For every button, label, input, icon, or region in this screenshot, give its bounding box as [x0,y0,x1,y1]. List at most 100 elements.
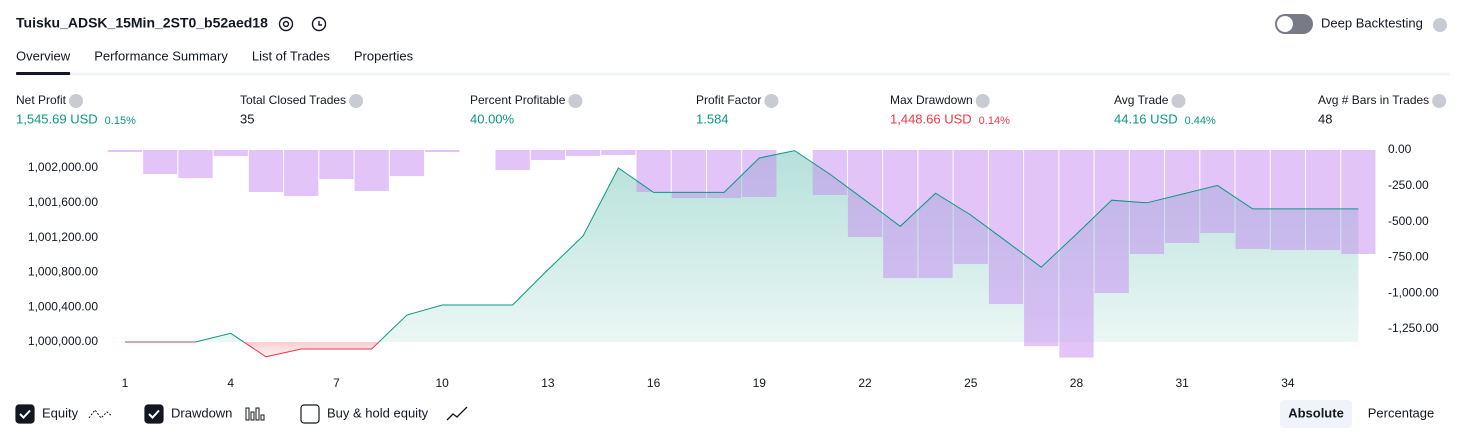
deep-backtesting-toggle[interactable] [1275,14,1313,34]
alert-icon[interactable] [311,16,327,32]
x-tick-label: 16 [647,376,661,390]
drawdown-bar [530,150,566,161]
buy-hold-legend-icon [446,406,468,421]
y-tick-label: 1,001,200.00 [28,230,98,244]
checkbox[interactable] [15,404,35,424]
tab[interactable]: Performance Summary [94,48,228,63]
y-tick-label: 1,000,400.00 [28,299,98,313]
y-tick-label: 1,001,600.00 [28,195,98,209]
equity-toggle[interactable] [15,404,35,424]
y2-tick-label: -750.00 [1388,250,1429,264]
stat-label: Max Drawdown [890,93,973,107]
scale-mode[interactable]: Percentage [1368,405,1435,420]
stat-label: Avg # Bars in Trades [1318,93,1429,107]
x-tick-label: 25 [964,376,978,390]
tab[interactable]: List of Trades [252,48,331,63]
buy-hold-toggle[interactable] [300,404,320,424]
drawdown-bar [1200,150,1235,234]
equity-legend-icon [88,409,113,419]
drawdown-bar [1341,150,1376,254]
drawdown-bar [918,150,953,279]
stat-value: 35 [240,111,254,126]
stat-value: 1,448.66 USD [890,111,972,126]
x-tick-label: 1 [122,376,129,390]
tab-underline [16,72,71,75]
deep-backtesting-label: Deep Backtesting [1321,15,1423,30]
drawdown-bar [284,150,319,196]
drawdown-bar [1024,150,1059,347]
x-tick-label: 34 [1281,376,1295,390]
legend-label: Equity [42,405,79,420]
stat-percent: 0.44% [1185,115,1216,127]
stat-label: Total Closed Trades [240,93,346,107]
drawdown-bar [1094,150,1129,294]
drawdown-bar [1235,150,1270,249]
info-icon[interactable] [764,94,779,108]
equity-line [125,150,1359,358]
scale-mode-bg[interactable] [1280,400,1352,428]
y2-tick-label: 0.00 [1388,142,1412,156]
stat-value: 40.00% [470,111,515,126]
tab[interactable]: Properties [354,48,414,63]
drawdown-bar [1165,150,1200,243]
stat-value: 44.16 USD [1114,111,1178,126]
y-tick-label: 1,000,800.00 [28,265,98,279]
checkmark [148,409,160,419]
y2-tick-label: -500.00 [1388,214,1429,228]
drawdown-bar [178,150,213,179]
stat-value: 1,545.69 USD [16,111,98,126]
x-tick-label: 31 [1176,376,1190,390]
settings-icon[interactable] [278,16,294,32]
drawdown-bar [706,150,742,198]
stat-percent: 0.15% [105,115,136,127]
y2-tick-label: -1,000.00 [1388,285,1439,299]
drawdown-bar [847,150,883,238]
strategy-title: Tuisku_ADSK_15Min_2ST0_b52aed18 [16,15,268,31]
drawdown-bar [636,150,671,192]
checkmark [19,409,31,419]
x-tick-label: 22 [858,376,872,390]
stat-label: Percent Profitable [470,93,566,107]
drawdown-bar [354,150,389,191]
y-tick-label: 1,000,000.00 [28,334,98,348]
stat-label: Net Profit [16,93,67,107]
drawdown-bar [671,150,706,198]
y-tick-label: 1,002,000.00 [28,160,98,174]
stat-value: 1.584 [696,111,729,126]
drawdown-bar [812,150,847,195]
scale-mode[interactable]: Absolute [1288,405,1344,420]
y2-tick-label: -1,250.00 [1388,321,1439,335]
checkbox[interactable] [300,404,320,424]
x-tick-label: 13 [541,376,555,390]
tab[interactable]: Overview [16,48,71,63]
help-icon[interactable] [1433,18,1447,32]
info-icon[interactable] [69,94,84,108]
drawdown-bar [883,150,918,279]
drawdown-bar [319,150,354,180]
checkbox[interactable] [144,404,164,424]
drawdown-bar [742,150,777,197]
drawdown-bar [107,150,143,153]
drawdown-bar [389,150,425,177]
info-icon[interactable] [1171,94,1186,108]
drawdown-legend-icon [245,407,265,421]
drawdown-bar [1270,150,1306,250]
info-icon[interactable] [975,94,990,108]
stat-percent: 0.14% [979,115,1010,127]
drawdown-bar [213,150,248,157]
x-tick-label: 19 [753,376,767,390]
drawdown-bar [953,150,988,265]
drawdown-bar [248,150,284,192]
drawdown-toggle[interactable] [144,404,164,424]
drawdown-bar [1306,150,1341,250]
drawdown-bar [988,150,1024,304]
drawdown-bar [143,150,178,175]
info-icon[interactable] [1432,94,1447,108]
info-icon[interactable] [349,94,364,108]
x-tick-label: 10 [435,376,449,390]
x-tick-label: 28 [1070,376,1084,390]
legend-label: Buy & hold equity [327,405,429,420]
info-icon[interactable] [568,94,583,108]
drawdown-bar [425,150,460,153]
